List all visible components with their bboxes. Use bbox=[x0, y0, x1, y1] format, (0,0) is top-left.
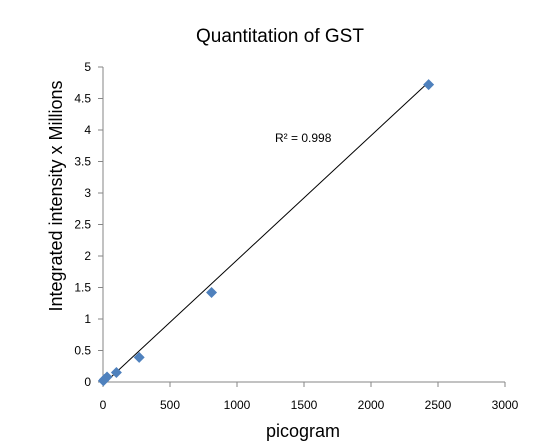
axes bbox=[98, 66, 506, 387]
x-tick-label: 2000 bbox=[358, 398, 385, 412]
tick-labels: 0 500 1000 1500 2000 2500 3000 0 0.5 1 1.5 2 2.5 3 3.5… bbox=[74, 60, 518, 412]
data-points bbox=[97, 79, 435, 387]
y-tick-label: 3.5 bbox=[74, 155, 91, 169]
y-tick-label: 1.5 bbox=[74, 281, 91, 295]
y-tick-label: 2.5 bbox=[74, 218, 91, 232]
trendline-group bbox=[102, 81, 429, 385]
x-tick-label: 500 bbox=[160, 398, 180, 412]
data-point bbox=[423, 79, 435, 91]
trendline bbox=[102, 81, 429, 385]
x-tick-label: 2500 bbox=[425, 398, 452, 412]
x-axis-label: picogram bbox=[266, 421, 340, 441]
data-point bbox=[101, 371, 113, 383]
y-axis-label: Integrated intensity x Millions bbox=[46, 80, 66, 311]
chart-title: Quantitation of GST bbox=[196, 26, 364, 47]
data-point bbox=[133, 351, 145, 363]
x-tick-label: 0 bbox=[100, 398, 107, 412]
data-point bbox=[206, 287, 218, 299]
data-point bbox=[110, 367, 122, 379]
x-tick-label: 1000 bbox=[224, 398, 251, 412]
y-tick-label: 0.5 bbox=[74, 344, 91, 358]
y-tick-label: 3 bbox=[84, 186, 91, 200]
y-tick-label: 0 bbox=[84, 375, 91, 389]
r-squared-annotation: R² = 0.998 bbox=[275, 131, 332, 145]
y-tick-label: 1 bbox=[84, 312, 91, 326]
x-tick-label: 3000 bbox=[492, 398, 519, 412]
x-tick-label: 1500 bbox=[291, 398, 318, 412]
y-tick-label: 5 bbox=[84, 60, 91, 74]
y-tick-label: 4 bbox=[84, 123, 91, 137]
y-tick-label: 4.5 bbox=[74, 92, 91, 106]
y-tick-label: 2 bbox=[84, 249, 91, 263]
